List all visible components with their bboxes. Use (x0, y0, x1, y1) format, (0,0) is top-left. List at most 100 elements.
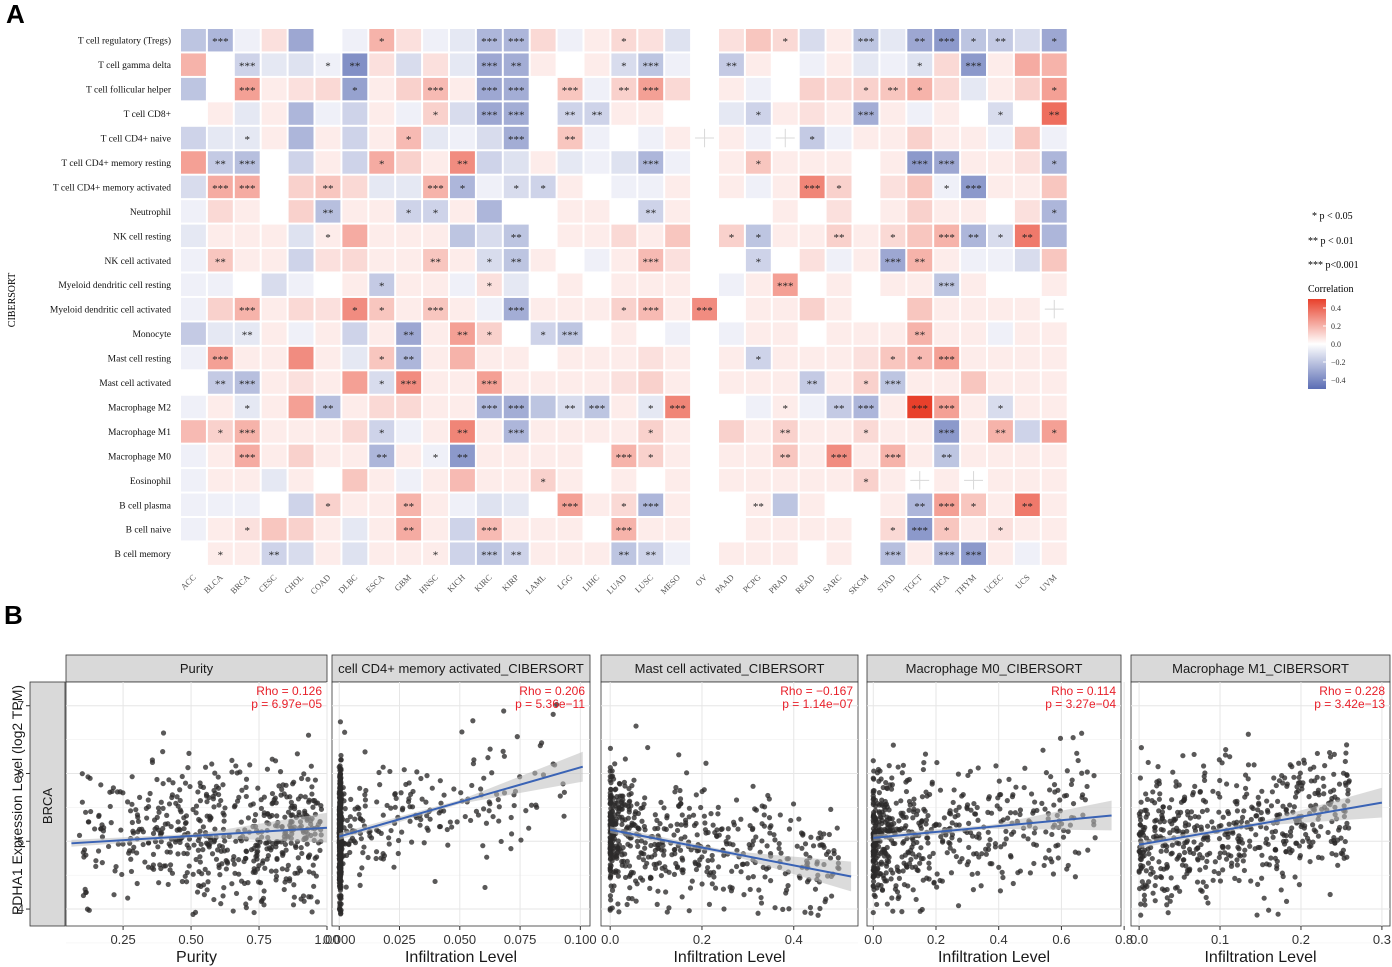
heatmap-cell (665, 469, 691, 492)
scatter-point (786, 906, 792, 912)
scatter-point (741, 892, 747, 898)
scatter-point (761, 812, 767, 818)
scatter-point (167, 862, 174, 868)
scatter-point (1164, 895, 1170, 901)
scatter-point (1255, 807, 1261, 813)
scatter-point (720, 886, 727, 892)
heatmap-cell (611, 53, 637, 76)
heatmap-cell (665, 518, 691, 541)
significance-mark: * (917, 85, 923, 97)
scatter-point (876, 810, 883, 816)
heatmap-cell (961, 77, 986, 101)
heatmap-cell (638, 297, 664, 321)
heatmap-cell (853, 224, 879, 248)
scatter-point (1315, 854, 1322, 860)
heatmap-cell (234, 469, 260, 492)
significance-mark: *** (643, 61, 660, 73)
heatmap-cell (261, 420, 287, 443)
significance-mark: * (1052, 158, 1058, 170)
heatmap-cell (853, 151, 879, 174)
heatmap-cell (772, 77, 798, 101)
heatmap-cell (799, 493, 825, 516)
scatter-point (1043, 770, 1049, 776)
scatter-point (1343, 782, 1349, 788)
scatter-point (746, 842, 752, 848)
scatter-point (1331, 771, 1337, 777)
scatter-point (878, 801, 884, 807)
heatmap-cell (181, 542, 206, 565)
significance-mark: *** (696, 305, 713, 317)
scatter-point (999, 869, 1005, 875)
scatter-point (309, 909, 315, 915)
scatter-point (725, 826, 731, 832)
scatter-point (1308, 843, 1314, 849)
heatmap-cell (988, 77, 1013, 101)
scatter-point (699, 788, 705, 795)
scatter-point (409, 839, 415, 845)
scatter-point (870, 796, 876, 803)
scatter-point (487, 801, 493, 807)
scatter-point (386, 841, 392, 847)
heatmap-cell (719, 151, 744, 174)
scatter-point (337, 719, 344, 725)
scatter-point (889, 895, 895, 901)
scatter-point (1156, 859, 1162, 865)
scatter-point (336, 861, 343, 867)
heatmap-cell (261, 102, 287, 125)
scatter-point (1199, 855, 1205, 861)
scatter-point (1074, 750, 1080, 756)
heatmap-column-label: LIHC (580, 572, 601, 593)
heatmap-cell (692, 469, 717, 492)
heatmap-cell (261, 518, 287, 541)
heatmap-cell (988, 53, 1013, 76)
heatmap-cell (207, 53, 233, 76)
heatmap-cell (261, 542, 287, 565)
scatter-point (642, 827, 648, 833)
scatter-point (1186, 846, 1193, 852)
heatmap-cell (584, 200, 610, 223)
heatmap-cell (1041, 444, 1067, 468)
scatter-point (1011, 829, 1017, 835)
scatter-point (778, 850, 784, 856)
significance-mark: *** (858, 403, 875, 415)
scatter-point (870, 826, 877, 832)
heatmap-cell (503, 175, 529, 199)
x-tick-label: 0.8 (1115, 932, 1133, 947)
scatter-point (154, 814, 160, 820)
heatmap-cell (584, 444, 610, 468)
scatter-point (1049, 831, 1055, 838)
scatter-point (553, 701, 560, 708)
scatter-point (937, 877, 943, 884)
scatter-point (348, 796, 354, 802)
scatter-point (1043, 829, 1049, 835)
scatter-point (1143, 791, 1149, 797)
heatmap-cell (745, 273, 771, 296)
scatter-point (727, 884, 733, 890)
heatmap-cell (826, 542, 852, 565)
scatter-point (913, 854, 919, 860)
scatter-point (1057, 735, 1064, 741)
scatter-point (470, 761, 477, 767)
heatmap-cell (450, 346, 475, 370)
heatmap-cell (988, 29, 1013, 52)
significance-mark: * (971, 36, 977, 48)
scatter-point (1259, 852, 1265, 858)
heatmap-cell (1041, 420, 1067, 443)
scatter-point (376, 769, 382, 776)
scatter-point (242, 855, 249, 862)
scatter-point (295, 796, 302, 802)
heatmap-cell (423, 200, 448, 223)
heatmap-cell (638, 322, 664, 345)
heatmap-cell (665, 53, 691, 76)
scatter-point (949, 820, 955, 826)
scatter-point (906, 807, 912, 813)
scatter-point (708, 870, 714, 876)
scatter-point (1141, 892, 1147, 898)
heatmap-cell (853, 200, 879, 223)
heatmap-cell (719, 53, 744, 76)
scatter-point (1336, 781, 1343, 787)
scatter-point (1203, 883, 1209, 890)
heatmap-cell (450, 77, 475, 101)
heatmap-cell (934, 469, 960, 492)
